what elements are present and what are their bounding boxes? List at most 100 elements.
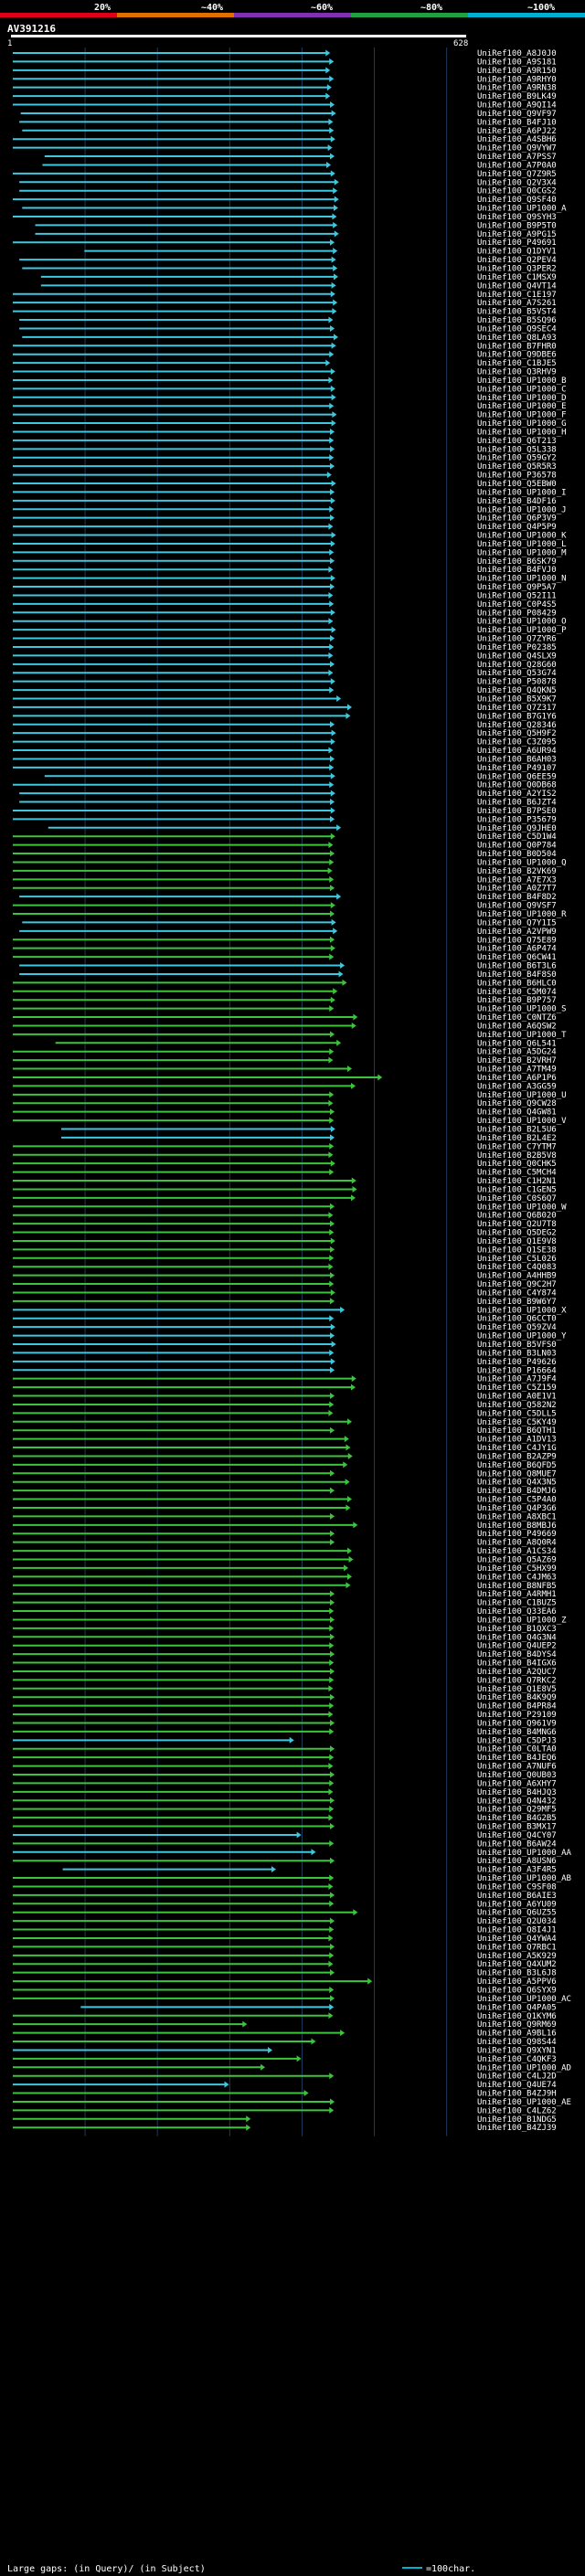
hit-label[interactable]: UniRef100_Q6SYX9	[477, 1987, 557, 1996]
hit-label[interactable]: UniRef100_C4Y874	[477, 1288, 557, 1298]
hit-label[interactable]: UniRef100_C5L026	[477, 1255, 557, 1264]
hit-label[interactable]: UniRef100_UP1000_D	[477, 394, 567, 403]
hit-label[interactable]: UniRef100_UP1000_E	[477, 402, 567, 411]
hit-label[interactable]: UniRef100_A8J0J0	[477, 49, 557, 58]
hit-label[interactable]: UniRef100_B2L4E2	[477, 1134, 557, 1143]
hit-label[interactable]: UniRef100_Q33EA6	[477, 1607, 557, 1617]
hit-label[interactable]: UniRef100_B2VRH7	[477, 1056, 557, 1065]
hit-label[interactable]: UniRef100_A2QUC7	[477, 1668, 557, 1677]
hit-label[interactable]: UniRef100_C1E197	[477, 291, 557, 300]
hit-label[interactable]: UniRef100_B4PR84	[477, 1702, 557, 1712]
hit-label[interactable]: UniRef100_UP1000_J	[477, 505, 567, 514]
hit-label[interactable]: UniRef100_UP1000_AC	[477, 1995, 571, 2004]
hit-label[interactable]: UniRef100_B9P757	[477, 996, 557, 1005]
hit-label[interactable]: UniRef100_B2VK69	[477, 867, 557, 876]
hit-label[interactable]: UniRef100_Q59GY2	[477, 454, 557, 463]
hit-label[interactable]: UniRef100_UP1000_A	[477, 205, 567, 214]
hit-label[interactable]: UniRef100_C5DPJ3	[477, 1736, 557, 1745]
hit-label[interactable]: UniRef100_UP1000_F	[477, 411, 567, 420]
hit-label[interactable]: UniRef100_UP1000_R	[477, 910, 567, 919]
hit-label[interactable]: UniRef100_UP1000_T	[477, 1031, 567, 1040]
hit-label[interactable]: UniRef100_Q6EE59	[477, 772, 557, 781]
hit-label[interactable]: UniRef100_B4DMJ6	[477, 1487, 557, 1496]
hit-label[interactable]: UniRef100_A3GG59	[477, 1082, 557, 1091]
hit-label[interactable]: UniRef100_Q4XUM2	[477, 1960, 557, 1969]
hit-label[interactable]: UniRef100_C5Z159	[477, 1383, 557, 1393]
hit-label[interactable]: UniRef100_C0S6Q7	[477, 1194, 557, 1203]
hit-label[interactable]: UniRef100_UP1000_Z	[477, 1616, 567, 1625]
hit-label[interactable]: UniRef100_UP1000_X	[477, 1306, 567, 1315]
hit-label[interactable]: UniRef100_A1DV13	[477, 1436, 557, 1445]
hit-label[interactable]: UniRef100_UP1000_N	[477, 575, 567, 584]
hit-label[interactable]: UniRef100_B9P5T0	[477, 221, 557, 230]
hit-label[interactable]: UniRef100_B6SK79	[477, 557, 557, 567]
hit-label[interactable]: UniRef100_Q9VF97	[477, 110, 557, 119]
hit-label[interactable]: UniRef100_B5VST4	[477, 308, 557, 317]
hit-label[interactable]: UniRef100_C7YTM7	[477, 1142, 557, 1151]
hit-label[interactable]: UniRef100_C5DLL5	[477, 1409, 557, 1418]
hit-label[interactable]: UniRef100_Q6L541	[477, 1039, 557, 1048]
hit-label[interactable]: UniRef100_P49669	[477, 1530, 557, 1539]
hit-label[interactable]: UniRef100_Q9P5A7	[477, 583, 557, 592]
hit-label[interactable]: UniRef100_Q5EBW0	[477, 480, 557, 489]
hit-label[interactable]: UniRef100_C1H2N1	[477, 1177, 557, 1186]
hit-label[interactable]: UniRef100_Q4PA05	[477, 2003, 557, 2012]
hit-label[interactable]: UniRef100_Q4N432	[477, 1797, 557, 1806]
hit-label[interactable]: UniRef100_Q0UB03	[477, 1771, 557, 1780]
hit-label[interactable]: UniRef100_UP1000_S	[477, 1005, 567, 1014]
hit-label[interactable]: UniRef100_A6YU09	[477, 1900, 557, 1909]
hit-label[interactable]: UniRef100_C3Z095	[477, 738, 557, 747]
hit-label[interactable]: UniRef100_UP1000_AB	[477, 1874, 571, 1883]
hit-label[interactable]: UniRef100_A0E1V1	[477, 1393, 557, 1402]
hit-label[interactable]: UniRef100_Q6P3V9	[477, 514, 557, 524]
hit-label[interactable]: UniRef100_Q4YWA4	[477, 1935, 557, 1944]
hit-label[interactable]: UniRef100_A6XHY7	[477, 1779, 557, 1788]
hit-label[interactable]: UniRef100_P16664	[477, 1366, 557, 1375]
hit-label[interactable]: UniRef100_Q7Y1I5	[477, 918, 557, 928]
hit-label[interactable]: UniRef100_B4DYS4	[477, 1650, 557, 1659]
hit-label[interactable]: UniRef100_C4QKF3	[477, 2055, 557, 2064]
hit-label[interactable]: UniRef100_C5P4A0	[477, 1496, 557, 1505]
hit-label[interactable]: UniRef100_B6AW24	[477, 1839, 557, 1849]
hit-label[interactable]: UniRef100_Q28G60	[477, 661, 557, 670]
hit-label[interactable]: UniRef100_Q9JHE0	[477, 824, 557, 833]
hit-label[interactable]: UniRef100_A8XBC1	[477, 1512, 557, 1521]
hit-label[interactable]: UniRef100_B4DF16	[477, 497, 557, 506]
hit-label[interactable]: UniRef100_Q9SYH3	[477, 213, 557, 222]
hit-label[interactable]: UniRef100_Q8MUE7	[477, 1469, 557, 1479]
hit-label[interactable]: UniRef100_Q52I11	[477, 591, 557, 600]
hit-label[interactable]: UniRef100_Q2PEV4	[477, 256, 557, 265]
hit-label[interactable]: UniRef100_A6QSW2	[477, 1022, 557, 1031]
hit-label[interactable]: UniRef100_Q6CW41	[477, 953, 557, 962]
hit-label[interactable]: UniRef100_B4JEQ6	[477, 1754, 557, 1763]
hit-label[interactable]: UniRef100_Q9DBE6	[477, 351, 557, 360]
hit-label[interactable]: UniRef100_Q9RM69	[477, 2020, 557, 2030]
hit-label[interactable]: UniRef100_A2YIS2	[477, 790, 557, 799]
hit-label[interactable]: UniRef100_B2L5U6	[477, 1126, 557, 1135]
hit-label[interactable]: UniRef100_Q0DB68	[477, 781, 557, 790]
hit-label[interactable]: UniRef100_C1BUZ5	[477, 1599, 557, 1608]
hit-label[interactable]: UniRef100_Q7ZYR6	[477, 635, 557, 644]
hit-label[interactable]: UniRef100_C4LZ62	[477, 2106, 557, 2115]
hit-label[interactable]: UniRef100_UP1000_V	[477, 1117, 567, 1126]
hit-label[interactable]: UniRef100_P36578	[477, 472, 557, 481]
hit-label[interactable]: UniRef100_P02385	[477, 643, 557, 652]
hit-label[interactable]: UniRef100_Q4GW81	[477, 1108, 557, 1118]
hit-label[interactable]: UniRef100_A7S261	[477, 299, 557, 308]
hit-label[interactable]: UniRef100_C0NTZ6	[477, 1013, 557, 1023]
hit-label[interactable]: UniRef100_Q4UEP2	[477, 1642, 557, 1651]
hit-label[interactable]: UniRef100_Q4CY07	[477, 1831, 557, 1840]
hit-label[interactable]: UniRef100_P50878	[477, 678, 557, 687]
hit-label[interactable]: UniRef100_UP1000_I	[477, 488, 567, 497]
hit-label[interactable]: UniRef100_A5PPV6	[477, 1977, 557, 1987]
hit-label[interactable]: UniRef100_Q98S44	[477, 2038, 557, 2047]
hit-label[interactable]: UniRef100_C4Q083	[477, 1263, 557, 1272]
hit-label[interactable]: UniRef100_P49691	[477, 239, 557, 248]
hit-label[interactable]: UniRef100_Q75E89	[477, 936, 557, 945]
hit-label[interactable]: UniRef100_A9R150	[477, 67, 557, 76]
hit-label[interactable]: UniRef100_A6UR94	[477, 747, 557, 756]
hit-label[interactable]: UniRef100_Q8I4J1	[477, 1926, 557, 1935]
hit-label[interactable]: UniRef100_C1GEN5	[477, 1185, 557, 1194]
hit-label[interactable]: UniRef100_UP1000_U	[477, 1091, 567, 1100]
hit-label[interactable]: UniRef100_B8NFB5	[477, 1582, 557, 1591]
